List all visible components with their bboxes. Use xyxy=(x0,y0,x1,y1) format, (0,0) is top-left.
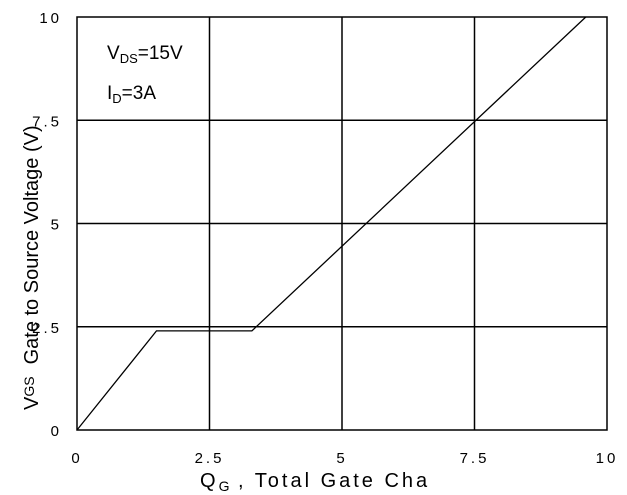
y-axis-label-rest: Gate to Source Voltage (V) xyxy=(21,125,43,364)
series-line xyxy=(76,16,587,431)
annotation-text: VDS=15V xyxy=(107,43,183,66)
annotation-sub: DS xyxy=(120,51,138,66)
grid-lines xyxy=(77,17,607,430)
y-tick-label: 0 xyxy=(51,423,62,440)
plot-frame xyxy=(76,16,608,431)
annotation-sub: D xyxy=(112,91,121,106)
tick-labels: 0 2.5 5 7.5 10 0 2.5 5 7.5 10 xyxy=(32,10,619,467)
x-axis-label-main: Q xyxy=(200,470,219,492)
x-tick-label: 7.5 xyxy=(460,450,490,467)
series-group xyxy=(76,16,587,431)
y-axis-label: VGS Gate to Source Voltage (V) xyxy=(21,125,43,410)
x-tick-label: 0 xyxy=(71,450,82,467)
annotation-rest: =15V xyxy=(138,43,183,64)
x-tick-label: 10 xyxy=(596,450,619,467)
x-axis-label-rest: , Total Gate Cha xyxy=(229,470,430,492)
x-tick-label: 2.5 xyxy=(195,450,225,467)
y-tick-label: 10 xyxy=(39,10,62,27)
y-tick-label: 2.5 xyxy=(32,320,62,337)
annotation-main: I xyxy=(107,83,112,104)
y-tick-label: 7.5 xyxy=(32,113,62,130)
x-axis-label: QG , Total Gate Cha xyxy=(200,470,430,494)
annotation-text: ID=3A xyxy=(107,83,156,106)
annotations: VDS=15V ID=3A xyxy=(107,43,183,106)
x-tick-label: 5 xyxy=(336,450,347,467)
x-axis-label-sub: G xyxy=(219,478,230,494)
annotation-rest: =3A xyxy=(122,83,157,104)
y-tick-label: 5 xyxy=(51,217,62,234)
y-axis-label-main: V xyxy=(21,396,43,410)
y-axis-label-sub: GS xyxy=(21,376,37,396)
annotation-main: V xyxy=(107,43,120,64)
